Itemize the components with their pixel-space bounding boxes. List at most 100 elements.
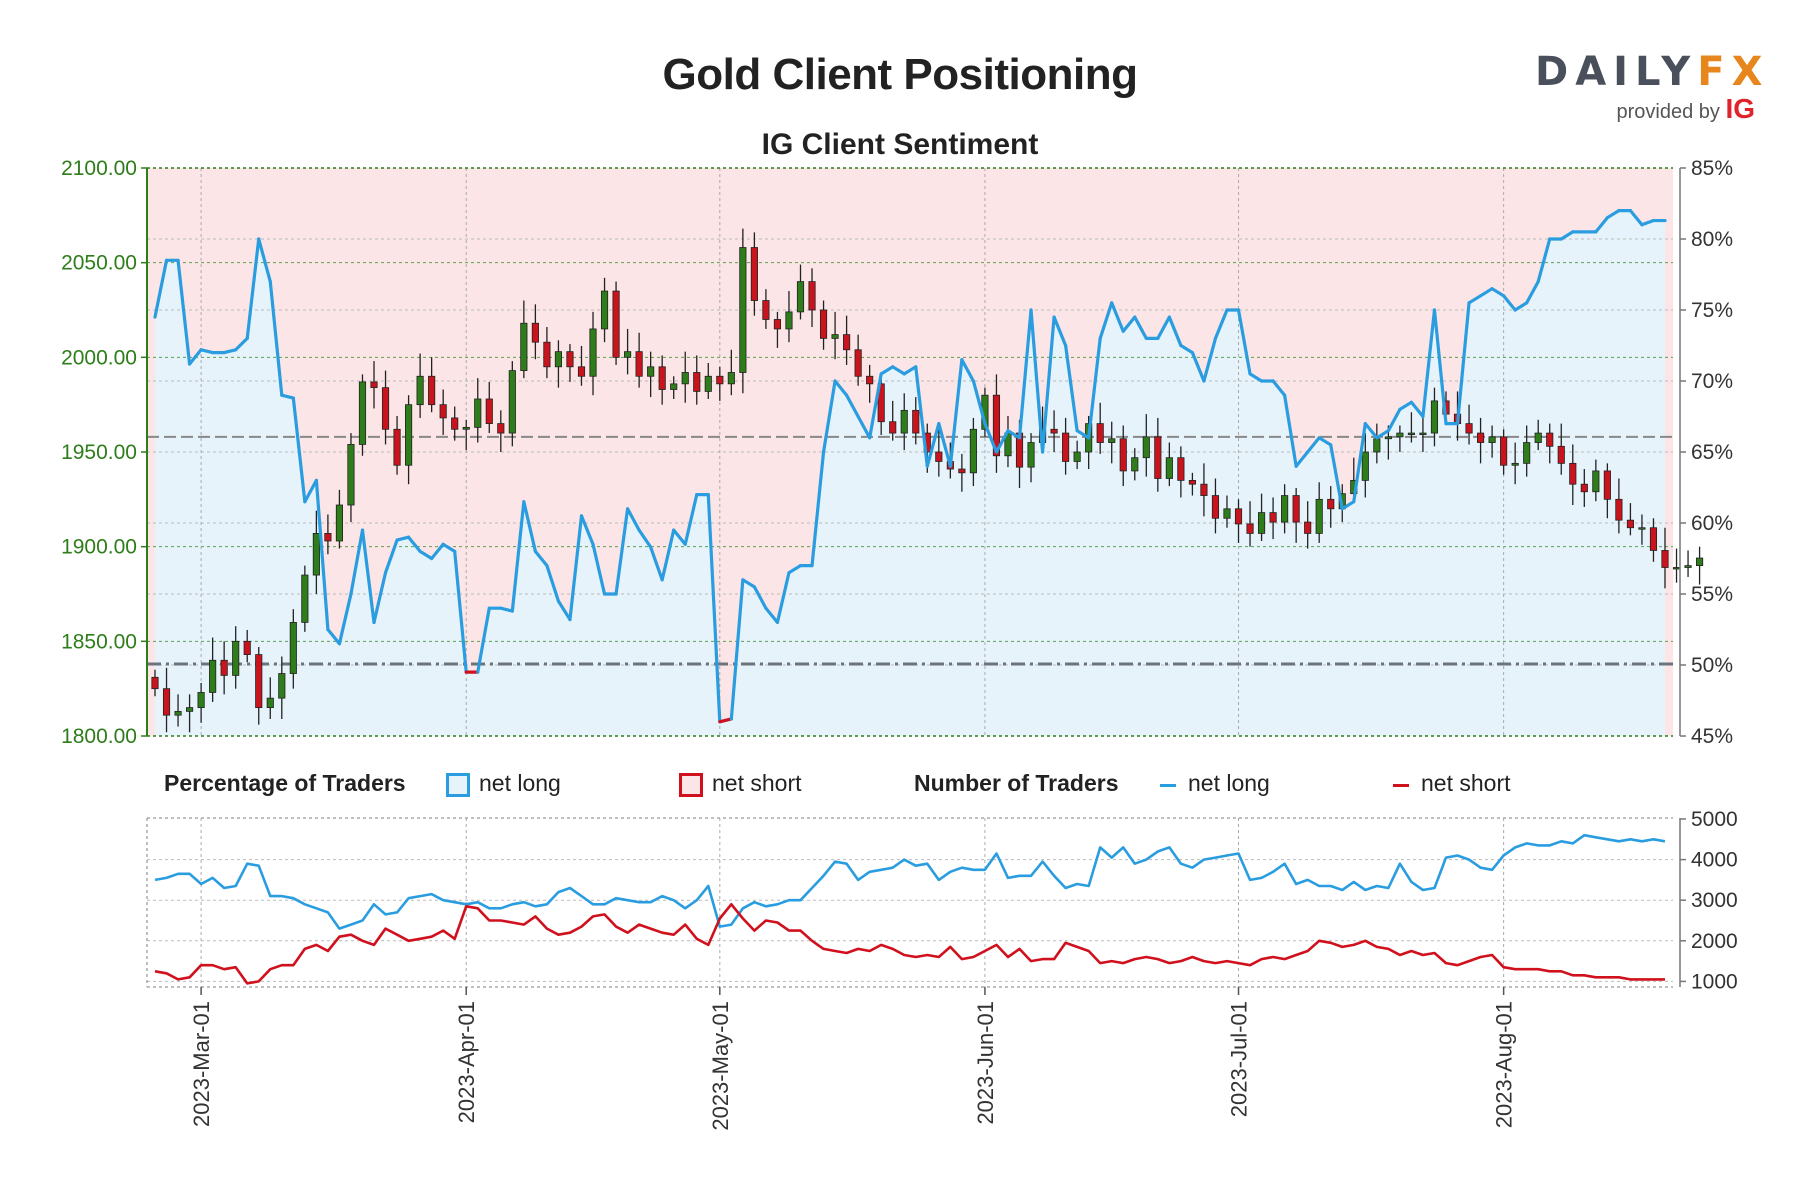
chart-title: Gold Client Positioning — [662, 50, 1138, 99]
pct-long-segment — [176, 258, 192, 366]
pct-tick-label: 50% — [1691, 654, 1733, 677]
pct-long-segment — [971, 379, 987, 426]
candle — [693, 372, 701, 392]
pct-long-segment — [153, 258, 169, 319]
candle — [439, 404, 447, 419]
candle — [335, 504, 343, 542]
price-tick-label: 2050.00 — [61, 252, 137, 275]
candle — [589, 328, 597, 377]
candle — [186, 707, 194, 712]
pct-long-segment — [879, 365, 895, 376]
candle — [1281, 495, 1289, 523]
pct-long-segment — [222, 348, 238, 355]
candle — [1062, 432, 1070, 462]
candle — [1177, 457, 1185, 481]
candle — [670, 383, 678, 390]
pct-long-segment — [1640, 218, 1656, 227]
candle — [819, 309, 828, 339]
candle — [1419, 432, 1427, 435]
pct-long-segment — [245, 237, 261, 340]
pct-long-segment — [476, 606, 491, 674]
candle — [612, 290, 620, 358]
candle — [358, 381, 367, 445]
candle — [497, 423, 505, 434]
candle — [681, 372, 689, 385]
candle — [266, 697, 274, 709]
candle — [750, 247, 758, 301]
pct-long-segment — [187, 348, 203, 366]
price-tick-label: 1850.00 — [61, 630, 137, 653]
candle — [969, 428, 977, 474]
candle — [647, 366, 655, 377]
pct-long-segment — [1490, 287, 1506, 298]
candle — [1684, 565, 1692, 568]
count-tick-label: 3000 — [1691, 889, 1738, 912]
candle — [1534, 432, 1542, 443]
candle — [1223, 508, 1231, 519]
legend-num-title: Number of Traders — [914, 770, 1119, 796]
candle — [220, 659, 228, 676]
candle — [278, 673, 286, 699]
pct-long-segment — [672, 528, 687, 546]
candle — [958, 468, 966, 474]
candle — [1188, 479, 1196, 485]
pct-long-segment — [199, 348, 215, 355]
pct-long-segment — [291, 396, 307, 504]
candle — [197, 692, 205, 708]
candle — [704, 375, 712, 392]
candle — [900, 409, 908, 434]
candle — [658, 366, 666, 390]
candle — [508, 370, 516, 434]
candle — [1580, 483, 1588, 493]
price-tick-label: 1800.00 — [61, 725, 137, 748]
candle — [531, 322, 539, 343]
pct-long-segment — [1133, 315, 1148, 340]
pct-long-segment — [741, 578, 756, 589]
pct-long-segment — [1628, 209, 1644, 227]
pct-long-segment — [1605, 209, 1621, 220]
candle — [1131, 457, 1139, 472]
candle — [877, 383, 885, 423]
pct-long-segment — [1398, 400, 1414, 411]
pct-long-segment — [1502, 294, 1517, 312]
candle — [912, 409, 920, 434]
candle — [312, 533, 320, 576]
candle — [808, 281, 816, 311]
pct-long-segment — [983, 422, 999, 454]
pct-long-segment — [810, 450, 826, 568]
pct-long-segment — [1029, 308, 1045, 454]
pct-long-segment — [868, 372, 883, 440]
candle — [405, 404, 413, 466]
candle — [889, 421, 897, 434]
candle — [1477, 432, 1485, 443]
net-long-region — [155, 210, 1665, 737]
pct-long-segment — [1283, 393, 1298, 468]
candle — [462, 426, 470, 430]
pct-long-segment — [775, 571, 791, 625]
candle — [1246, 523, 1254, 534]
candle — [1211, 495, 1220, 519]
pct-long-segment — [360, 528, 376, 625]
x-tick-label: 2023-May-01 — [708, 1001, 733, 1131]
pct-long-segment — [1098, 301, 1114, 340]
legend-num-long-label: net long — [1188, 770, 1270, 796]
pct-long-segment — [1294, 450, 1310, 468]
candle — [935, 451, 943, 462]
pct-long-segment — [556, 599, 572, 622]
pct-long-segment — [499, 606, 514, 613]
candle — [796, 281, 805, 313]
pct-long-segment — [1248, 372, 1264, 383]
pct-long-segment — [764, 606, 780, 625]
candle — [1615, 498, 1623, 521]
candle — [866, 375, 874, 385]
candle — [739, 247, 747, 373]
pct-long-segment — [1478, 287, 1494, 298]
legend-num-short-label: net short — [1421, 770, 1511, 796]
main-plot: 1800.00 1850.00 1900.00 1950.00 2000.00 2050.… — [61, 157, 1733, 748]
legend-num-long-swatch — [1160, 784, 1176, 787]
x-tick-label: 2023-Apr-01 — [454, 1001, 479, 1123]
candle — [773, 319, 782, 330]
candle — [370, 381, 378, 389]
candle — [1315, 498, 1323, 534]
